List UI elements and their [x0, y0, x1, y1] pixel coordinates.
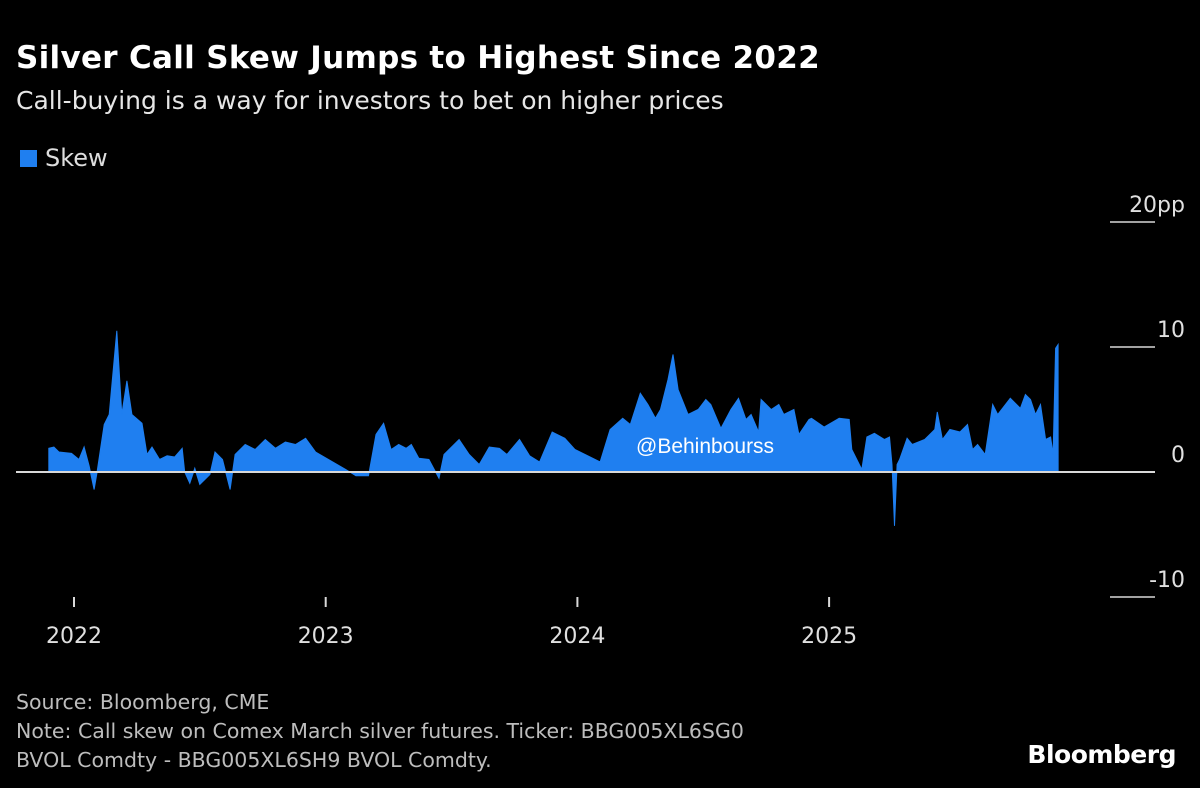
- x-tick-label: 2025: [801, 624, 857, 649]
- watermark: @Behinbourss: [636, 435, 775, 458]
- chart-title: Silver Call Skew Jumps to Highest Since …: [16, 40, 821, 76]
- note-line-2: BVOL Comdty - BBG005XL6SH9 BVOL Comdty.: [16, 748, 492, 772]
- y-tick-label: 0: [1171, 443, 1185, 468]
- legend-swatch-skew: [20, 149, 37, 167]
- chart-subtitle: Call-buying is a way for investors to be…: [16, 86, 724, 115]
- y-tick-label: -10: [1149, 568, 1185, 593]
- source-note: Source: Bloomberg, CME: [16, 690, 270, 714]
- series-area-skew: [48, 330, 1059, 526]
- chart-footer: Source: Bloomberg, CME Note: Call skew o…: [16, 688, 744, 775]
- note-line-1: Note: Call skew on Comex March silver fu…: [16, 719, 744, 743]
- legend-label-skew: Skew: [45, 144, 108, 172]
- y-tick-label: 10: [1157, 318, 1185, 343]
- y-tick-label: 20pp: [1129, 193, 1185, 218]
- x-tick-label: 2022: [46, 624, 102, 649]
- bloomberg-logo: Bloomberg: [1027, 740, 1176, 769]
- x-tick-label: 2023: [298, 624, 354, 649]
- legend: Skew: [20, 144, 108, 172]
- x-tick-label: 2024: [549, 624, 605, 649]
